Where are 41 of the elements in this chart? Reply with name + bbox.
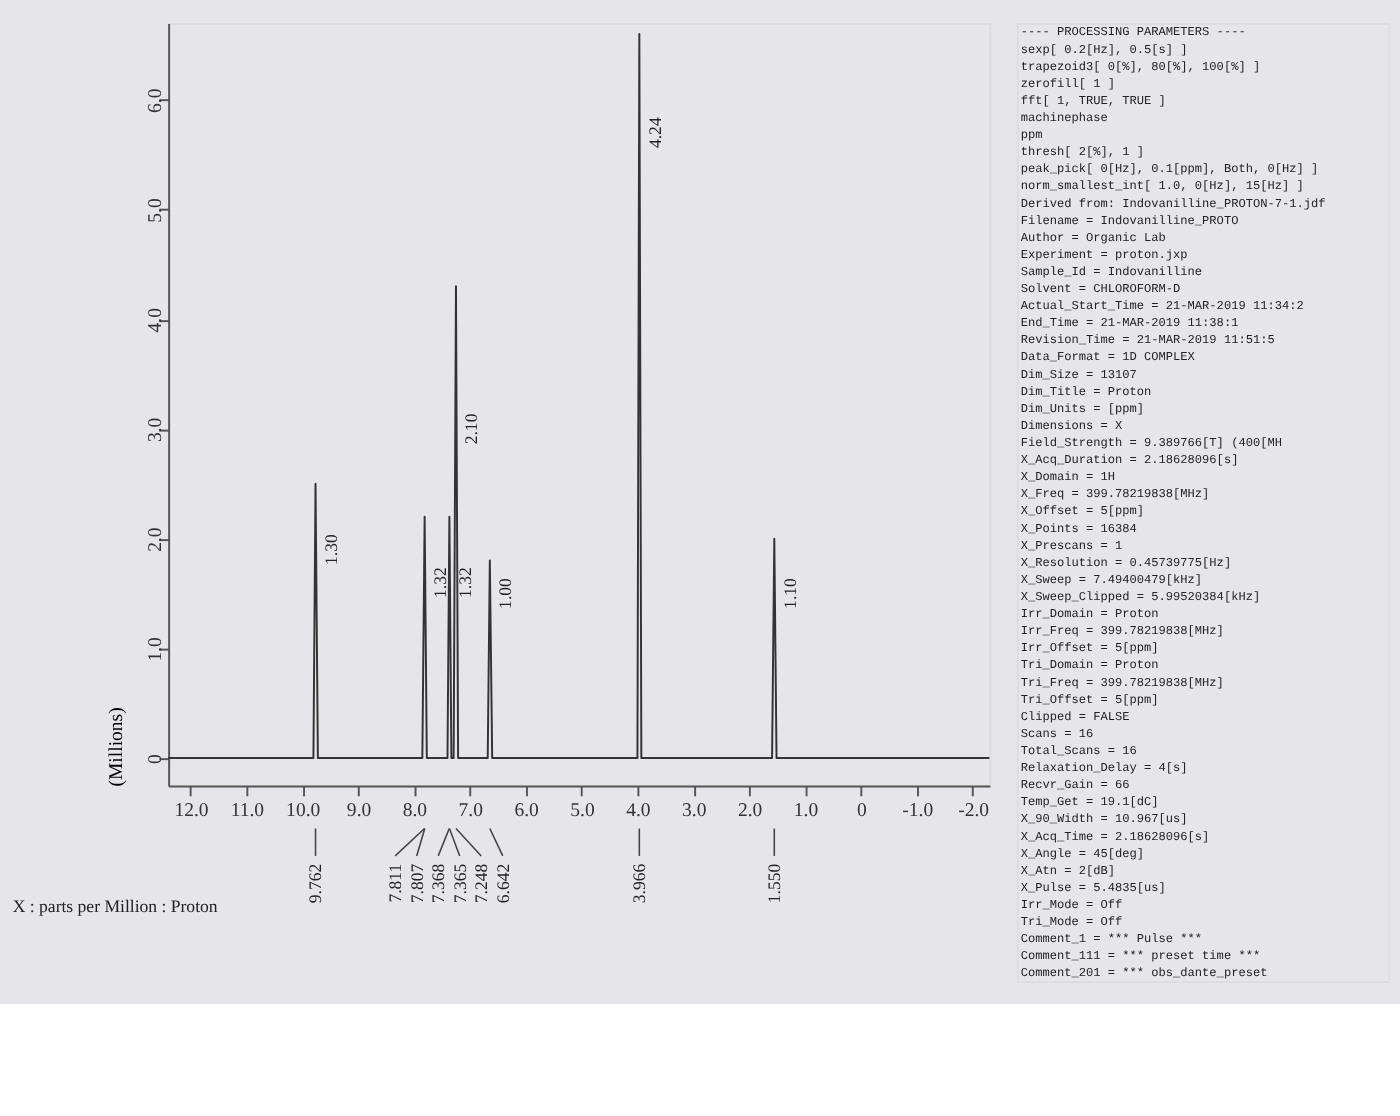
y-axis-title: (Millions) xyxy=(106,707,129,787)
x-tick-label: 4.0 xyxy=(626,799,651,822)
annotation: 7.811 xyxy=(385,863,406,903)
annotation: 7.365 xyxy=(449,862,470,904)
annotation: 7.248 xyxy=(471,862,492,904)
x-tick-label: 8.0 xyxy=(402,799,428,822)
y-tick-label: 4.0 xyxy=(145,307,168,333)
x-tick-label: 5.0 xyxy=(570,799,595,822)
x-tick-label: 12.0 xyxy=(174,799,209,822)
y-tick-label: 3.0 xyxy=(145,417,168,443)
x-tick-label: 0 xyxy=(856,799,867,822)
line-series xyxy=(167,32,991,760)
x-axis-title: X : parts per Million : Proton xyxy=(12,895,219,916)
x-tick-label: 7.0 xyxy=(458,799,484,822)
annotation: 1.32 xyxy=(454,567,475,598)
x-tick-label: 3.0 xyxy=(682,799,707,822)
x-tick-label: 9.0 xyxy=(346,799,372,822)
y-tick-label: 0 xyxy=(145,753,168,764)
annotation: 1.32 xyxy=(430,567,451,598)
x-tick-label: 2.0 xyxy=(737,799,763,822)
annotation: 9.762 xyxy=(305,863,326,904)
annotation: 1.10 xyxy=(779,576,800,609)
x-tick-label: -1.0 xyxy=(902,799,934,822)
annotation: 6.642 xyxy=(492,863,513,904)
annotation: 1.30 xyxy=(321,533,342,565)
annotation: 2.10 xyxy=(461,412,482,445)
y-tick-label: 5.0 xyxy=(145,198,168,223)
annotation: 7.807 xyxy=(406,862,427,904)
annotation: 1.00 xyxy=(495,576,516,609)
annotation: 7.368 xyxy=(428,862,449,904)
x-tick-label: 11.0 xyxy=(230,799,265,822)
x-tick-label: 10.0 xyxy=(286,799,321,822)
annotation: 1.550 xyxy=(764,862,785,904)
annotation: 4.24 xyxy=(644,116,665,149)
y-tick-label: 2.0 xyxy=(145,527,168,552)
x-tick-label: 1.0 xyxy=(793,799,819,822)
x-tick-label: 6.0 xyxy=(514,799,540,822)
x-tick-label: -2.0 xyxy=(958,799,990,822)
annotation: 3.966 xyxy=(629,862,650,904)
y-tick-label: 6.0 xyxy=(145,88,168,113)
y-tick-label: 1.0 xyxy=(145,636,168,662)
